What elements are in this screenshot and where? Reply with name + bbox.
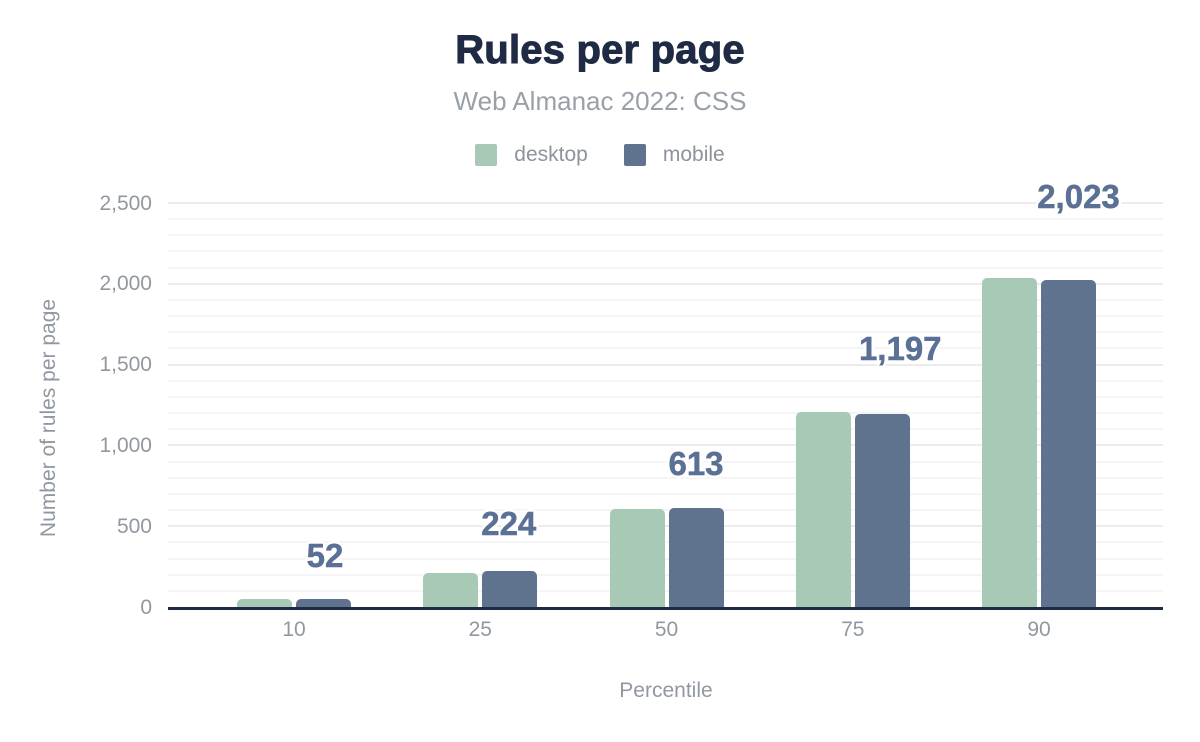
plot-area: 52 224 613 1,197 2,023 — [168, 180, 1163, 610]
gridline-major — [168, 282, 1163, 285]
x-tick-25: 25 — [468, 618, 492, 641]
y-tick-2,000: 2,000 — [99, 272, 152, 296]
legend: desktop mobile — [0, 142, 1200, 168]
y-axis-title: Number of rules per page — [37, 298, 60, 538]
gridline-minor — [168, 476, 1163, 479]
gridline-major — [168, 525, 1163, 528]
legend-label-mobile: mobile — [662, 143, 725, 166]
gridline-minor — [168, 541, 1163, 544]
bar-desktop-p50 — [609, 508, 665, 607]
x-tick-90: 90 — [1027, 618, 1051, 641]
data-label-p10: 52 — [306, 536, 344, 574]
data-label-p75: 1,197 — [858, 329, 942, 367]
gridline-minor — [168, 315, 1163, 318]
y-tick-0: 0 — [140, 595, 152, 619]
x-tick-50: 50 — [654, 618, 679, 641]
bar-mobile-p90 — [1041, 280, 1096, 607]
bar-desktop-p75 — [795, 411, 851, 607]
bar-mobile-p25 — [482, 570, 538, 607]
gridline-minor — [168, 573, 1163, 576]
legend-item-desktop: desktop — [475, 143, 588, 167]
chart-title: Rules per page — [455, 28, 745, 73]
data-label-p25: 224 — [481, 504, 537, 542]
bar-desktop-p10 — [237, 599, 292, 607]
gridline-major — [168, 444, 1163, 447]
gridline-minor — [168, 395, 1163, 398]
gridline-minor — [168, 234, 1163, 237]
bar-mobile-p75 — [854, 413, 910, 607]
bar-desktop-p25 — [423, 573, 479, 607]
x-axis-title: Percentile — [619, 679, 713, 702]
mobile-swatch-icon — [623, 144, 646, 166]
legend-item-mobile: mobile — [623, 143, 725, 167]
desktop-swatch-icon — [475, 144, 498, 166]
y-tick-2,500: 2,500 — [99, 191, 152, 215]
bar-mobile-p50 — [668, 507, 724, 607]
x-axis-line — [168, 606, 1163, 610]
y-tick-1,000: 1,000 — [99, 433, 152, 457]
gridline-minor — [168, 218, 1163, 221]
gridline-minor — [168, 298, 1163, 301]
data-label-p50: 613 — [668, 444, 724, 482]
gridline-minor — [168, 428, 1163, 431]
bar-mobile-p10 — [296, 598, 351, 607]
data-label-p90: 2,023 — [1037, 178, 1120, 216]
x-tick-10: 10 — [282, 618, 306, 641]
gridline-minor — [168, 509, 1163, 512]
chart-subtitle: Web Almanac 2022: CSS — [453, 86, 747, 116]
gridline-minor — [168, 492, 1163, 495]
gridline-minor — [168, 589, 1163, 592]
gridline-minor — [168, 412, 1163, 415]
gridline-minor — [168, 331, 1163, 334]
gridline-major — [168, 202, 1163, 204]
gridline-minor — [168, 557, 1163, 560]
gridline-major — [168, 363, 1163, 366]
gridline-minor — [168, 347, 1163, 350]
bar-desktop-p90 — [982, 277, 1037, 607]
gridline-minor — [168, 266, 1163, 269]
x-tick-75: 75 — [841, 618, 865, 641]
legend-label-desktop: desktop — [514, 143, 588, 166]
gridline-minor — [168, 460, 1163, 463]
y-tick-1,500: 1,500 — [99, 353, 152, 377]
y-tick-500: 500 — [116, 514, 152, 538]
gridline-minor — [168, 379, 1163, 382]
gridline-minor — [168, 250, 1163, 253]
